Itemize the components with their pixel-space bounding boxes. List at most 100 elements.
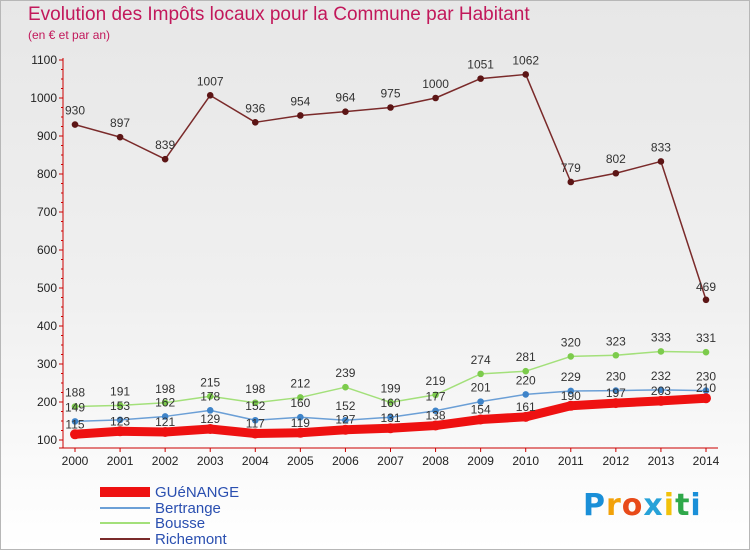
data-label: 779 bbox=[561, 161, 581, 175]
data-label: 954 bbox=[290, 94, 310, 108]
data-point bbox=[342, 416, 349, 424]
data-point bbox=[297, 413, 304, 421]
data-point bbox=[297, 394, 304, 401]
data-label: 119 bbox=[291, 416, 310, 430]
data-label: 201 bbox=[471, 381, 491, 395]
data-label: 331 bbox=[696, 331, 716, 345]
data-label: 230 bbox=[696, 370, 716, 384]
x-tick-label: 2002 bbox=[152, 454, 179, 468]
data-point bbox=[116, 133, 124, 141]
data-label: 215 bbox=[200, 375, 220, 389]
brand-letter: i bbox=[663, 488, 676, 523]
y-tick-label: 200 bbox=[37, 395, 57, 409]
data-point bbox=[612, 387, 620, 394]
data-point bbox=[565, 400, 576, 411]
data-label: 188 bbox=[65, 386, 85, 400]
data-point bbox=[385, 423, 396, 434]
data-point bbox=[657, 348, 665, 355]
legend-swatch bbox=[100, 522, 150, 524]
data-point bbox=[477, 398, 484, 405]
data-label: 210 bbox=[696, 381, 716, 395]
x-tick-label: 2003 bbox=[197, 454, 224, 468]
data-point bbox=[206, 407, 214, 414]
proxiti-logo: Proxiti bbox=[583, 488, 702, 523]
data-point bbox=[251, 416, 259, 424]
data-point bbox=[520, 411, 531, 422]
y-tick-label: 400 bbox=[37, 319, 57, 333]
data-label: 333 bbox=[651, 330, 671, 344]
brand-letter: o bbox=[621, 488, 644, 523]
data-label: 281 bbox=[516, 350, 536, 364]
brand-letter: i bbox=[690, 488, 702, 523]
data-label: 154 bbox=[471, 402, 491, 416]
data-label: 152 bbox=[245, 399, 265, 413]
data-point bbox=[251, 119, 259, 126]
data-label: 117 bbox=[246, 417, 265, 431]
data-point bbox=[655, 395, 666, 406]
data-label: 121 bbox=[155, 415, 175, 429]
data-label: 802 bbox=[606, 152, 626, 166]
data-label: 930 bbox=[65, 104, 85, 118]
data-label: 199 bbox=[380, 381, 400, 395]
y-tick-label: 1100 bbox=[31, 53, 57, 67]
data-point bbox=[250, 428, 261, 439]
data-point bbox=[387, 413, 394, 421]
legend-label: Bertrange bbox=[155, 499, 221, 517]
data-label: 149 bbox=[65, 400, 85, 414]
data-label: 469 bbox=[696, 280, 716, 294]
data-label: 138 bbox=[426, 409, 446, 423]
data-label: 219 bbox=[426, 374, 446, 388]
data-point bbox=[161, 413, 169, 420]
legend-label: Bousse bbox=[155, 515, 206, 532]
data-label: 320 bbox=[561, 335, 581, 349]
data-label: 274 bbox=[471, 353, 491, 367]
data-point bbox=[701, 393, 711, 404]
data-label: 127 bbox=[335, 413, 355, 427]
data-label: 232 bbox=[651, 369, 671, 383]
data-point bbox=[657, 158, 665, 165]
data-label: 198 bbox=[155, 382, 175, 396]
data-point bbox=[702, 296, 710, 304]
brand-letter: P bbox=[583, 488, 606, 523]
data-point bbox=[387, 104, 394, 111]
data-label: 964 bbox=[335, 91, 355, 105]
data-point bbox=[612, 351, 620, 359]
legend-swatch bbox=[100, 487, 150, 497]
x-tick-label: 2010 bbox=[512, 454, 539, 468]
data-point bbox=[522, 391, 530, 398]
x-tick-label: 2000 bbox=[62, 454, 89, 468]
data-point bbox=[161, 399, 169, 407]
brand-letter: t bbox=[675, 488, 691, 523]
legend-label: GUéNANGE bbox=[155, 484, 240, 501]
data-point bbox=[206, 92, 214, 99]
x-tick-label: 2014 bbox=[693, 454, 720, 468]
data-label: 839 bbox=[155, 138, 175, 152]
data-point bbox=[205, 423, 216, 434]
x-tick-label: 2001 bbox=[107, 454, 134, 468]
data-label: 230 bbox=[606, 370, 626, 384]
x-tick-label: 2006 bbox=[332, 454, 359, 468]
data-label: 1062 bbox=[512, 53, 539, 67]
data-point bbox=[161, 155, 169, 163]
x-tick-label: 2009 bbox=[467, 454, 494, 468]
data-point bbox=[71, 121, 79, 128]
data-point bbox=[567, 178, 575, 186]
chart-title: Evolution des Impôts locaux pour la Comm… bbox=[28, 4, 530, 25]
data-label: 153 bbox=[110, 399, 130, 413]
data-point bbox=[297, 112, 304, 119]
data-point bbox=[702, 348, 710, 356]
data-point bbox=[477, 370, 484, 378]
data-label: 131 bbox=[380, 411, 400, 425]
data-point bbox=[251, 399, 259, 407]
data-point bbox=[116, 402, 124, 409]
data-point bbox=[116, 416, 124, 424]
data-label: 161 bbox=[516, 400, 536, 414]
x-tick-label: 2004 bbox=[242, 454, 269, 468]
data-label: 1007 bbox=[197, 74, 224, 88]
data-point bbox=[342, 383, 349, 391]
data-label: 115 bbox=[65, 417, 84, 431]
data-label: 975 bbox=[380, 87, 400, 101]
x-tick-label: 2013 bbox=[648, 454, 675, 468]
data-label: 178 bbox=[200, 389, 220, 403]
